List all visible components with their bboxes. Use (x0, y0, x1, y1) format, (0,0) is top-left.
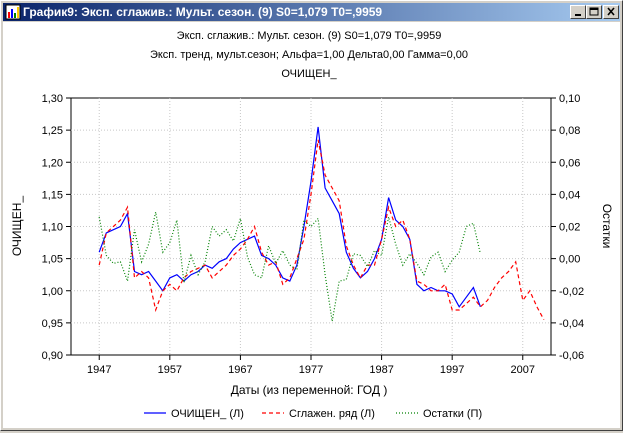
right-tick-label: 0,06 (559, 157, 580, 169)
left-tick-label: 0,90 (42, 350, 63, 362)
right-tick-label: 0,08 (559, 125, 580, 137)
x-tick-label: 1997 (440, 364, 464, 376)
right-tick-label: 0,10 (559, 93, 580, 105)
x-tick-label: 1947 (87, 364, 111, 376)
title-bar[interactable]: График9: Эксп. сглажив.: Мульт. сезон. (… (3, 3, 620, 21)
y-axis-label-right: Остатки (600, 204, 614, 249)
right-tick-label: -0,04 (559, 318, 584, 330)
chart-title-line-3: ОЧИЩЕН_ (281, 68, 337, 80)
maximize-icon (589, 7, 599, 16)
left-tick-label: 1,10 (42, 222, 63, 234)
right-tick-label: -0,02 (559, 286, 584, 298)
chart-area: Эксп. сглажив.: Мульт. сезон. (9) S0=1,0… (3, 22, 620, 428)
legend-label-smoothed: Сглажен. ряд (Л) (289, 408, 375, 420)
chart-legend: ОЧИЩЕН_ (Л) Сглажен. ряд (Л) Остатки (П) (144, 408, 482, 420)
chart-title-line-2: Эксп. тренд, мульт.сезон; Альфа=1,00 Дел… (150, 49, 468, 61)
left-tick-label: 1,15 (42, 189, 63, 201)
chart-app-icon (5, 4, 21, 20)
x-tick-label: 1957 (158, 364, 182, 376)
chart-title-line-1: Эксп. сглажив.: Мульт. сезон. (9) S0=1,0… (177, 30, 442, 42)
left-tick-label: 1,05 (42, 254, 63, 266)
left-tick-label: 1,20 (42, 157, 63, 169)
left-tick-label: 1,30 (42, 93, 63, 105)
x-tick-label: 1977 (299, 364, 323, 376)
x-axis-label: Даты (из переменной: ГОД ) (231, 383, 388, 397)
minimize-icon (575, 14, 581, 16)
minimize-button[interactable] (570, 5, 586, 19)
x-tick-label: 2007 (511, 364, 535, 376)
right-tick-label: 0,02 (559, 222, 580, 234)
x-tick-label: 1967 (228, 364, 252, 376)
left-tick-label: 1,00 (42, 286, 63, 298)
legend-label-ochishchen: ОЧИЩЕН_ (Л) (171, 408, 244, 420)
x-tick-label: 1987 (369, 364, 393, 376)
close-icon (607, 7, 615, 16)
left-tick-label: 0,95 (42, 318, 63, 330)
maximize-button[interactable] (586, 5, 602, 19)
line-chart: Эксп. сглажив.: Мульт. сезон. (9) S0=1,0… (10, 30, 614, 420)
window-title: График9: Эксп. сглажив.: Мульт. сезон. (… (23, 5, 383, 19)
series-line-residuals (98, 211, 481, 322)
right-tick-label: -0,06 (559, 350, 584, 362)
series-line-smoothed (98, 139, 545, 320)
right-tick-label: 0,04 (559, 189, 580, 201)
close-button[interactable] (603, 5, 619, 19)
left-tick-label: 1,25 (42, 125, 63, 137)
right-tick-label: 0,00 (559, 254, 580, 266)
y-axis-label-left: ОЧИЩЕН_ (10, 196, 24, 257)
legend-label-residuals: Остатки (П) (423, 408, 482, 420)
